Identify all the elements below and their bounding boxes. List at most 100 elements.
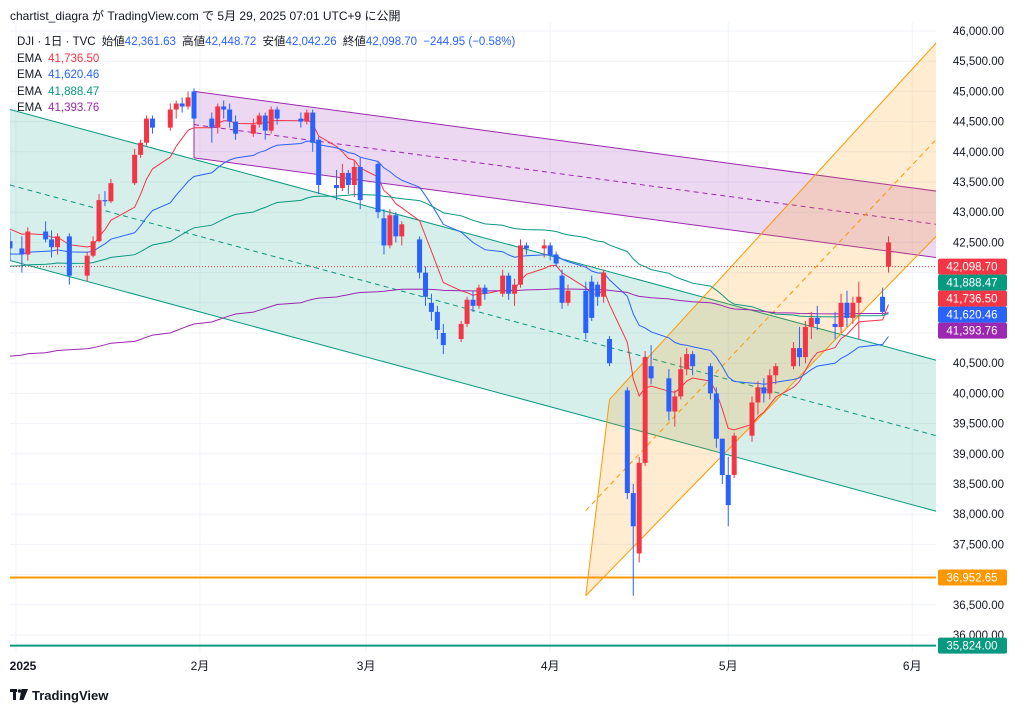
close-value: 42,098.70 [365,36,418,48]
candle-body [856,296,862,303]
channel-lower-line [10,260,936,512]
candle-body [43,231,49,240]
candle-body [636,462,642,554]
ema-value: 41,620.46 [48,69,100,81]
candle-body [808,317,814,327]
candle-body [725,474,731,506]
candle-body [672,396,678,412]
price-axis-label: 41,620.46 [938,306,1007,323]
candle-body [458,323,464,340]
candle-body [90,241,96,256]
channel-mid-line [193,124,936,225]
candle [381,209,387,255]
channel-upper-line [193,90,936,192]
candle [393,212,399,243]
candle-body [339,172,345,189]
channel-upper-line [10,109,936,361]
candle-body [553,254,559,264]
candle [719,438,725,484]
candle [399,221,405,246]
candle-body [547,245,553,255]
candle [856,281,862,340]
price-axis-label-text: 41,620.46 [946,310,997,322]
candle [428,293,434,321]
candle [96,194,102,243]
candle [725,456,731,527]
x-tick-label: 2025 [10,659,37,673]
ema-row-2[interactable]: EMA 41,620.46 [17,67,518,84]
candle-body [500,275,506,294]
ema-row-4[interactable]: EMA 41,393.76 [17,100,518,117]
candle-body [749,402,755,436]
candle-body [607,339,613,364]
candle [25,227,31,261]
candle [886,236,892,273]
candle [250,118,256,137]
publish-info: chartist_diagra が TradingView.com で 5月 2… [10,7,401,24]
candle [767,369,773,400]
price-axis-label: 41,393.76 [938,322,1007,339]
x-tick-label: 2月 [191,659,210,673]
candle-body [512,284,518,294]
candle-body [399,224,405,237]
ema-line [10,193,889,318]
low-label: 安値 [262,36,286,48]
price-axis-label-text: 36,952.65 [946,572,997,584]
candle-body [167,109,173,128]
candle [185,91,191,110]
candle-body [96,200,102,242]
candle-body [601,272,607,297]
y-tick-label: 38,500.00 [953,479,1004,491]
candle [310,109,316,152]
candle [102,191,108,207]
price-axis-label-text: 41,888.47 [946,278,997,290]
candle [215,103,221,134]
symbol-label[interactable]: DJI · 1日 · TVC [17,36,96,48]
candle-body [713,393,719,439]
candle-body [132,154,138,184]
candle-body [387,215,393,246]
candle-body [678,369,684,397]
candle-body [541,245,547,249]
ema-value: 41,888.47 [48,85,100,98]
ema-label: EMA [17,85,42,98]
candle-body [630,493,636,527]
candle [268,106,274,134]
candle [731,432,737,478]
candle [672,390,678,427]
x-tick-label: 6月 [903,659,922,673]
candle [333,169,339,201]
candle [357,157,363,210]
candle-body [440,333,446,346]
candle [802,320,808,364]
candle-body [25,231,31,255]
candle-body [666,378,672,412]
publish-line: chartist_diagra が TradingView.com で 5月 2… [10,9,401,23]
candle [601,269,607,303]
candle [167,103,173,131]
candle-body [719,438,725,475]
candle [138,139,144,158]
candle-body [191,91,197,119]
candle-body [428,302,434,312]
candle [713,387,719,448]
candle [90,236,96,258]
candle-body [351,166,357,186]
candle-body [690,354,696,367]
candle [666,369,672,421]
candle [274,106,280,125]
candle-body [227,109,233,122]
price-axis-label: 35,824.00 [938,637,1007,654]
ema-row-3[interactable]: EMA 41,888.47 [17,84,518,101]
candle [108,178,114,204]
candle-body [179,103,185,107]
ema-row-1[interactable]: EMA 41,736.50 [17,51,518,68]
candle [808,311,814,340]
y-tick-label: 44,000.00 [953,147,1004,159]
candle-body [583,290,589,333]
candle-body [850,302,856,318]
candle [132,148,138,186]
channel-fill [585,43,936,596]
y-tick-label: 37,500.00 [953,539,1004,551]
